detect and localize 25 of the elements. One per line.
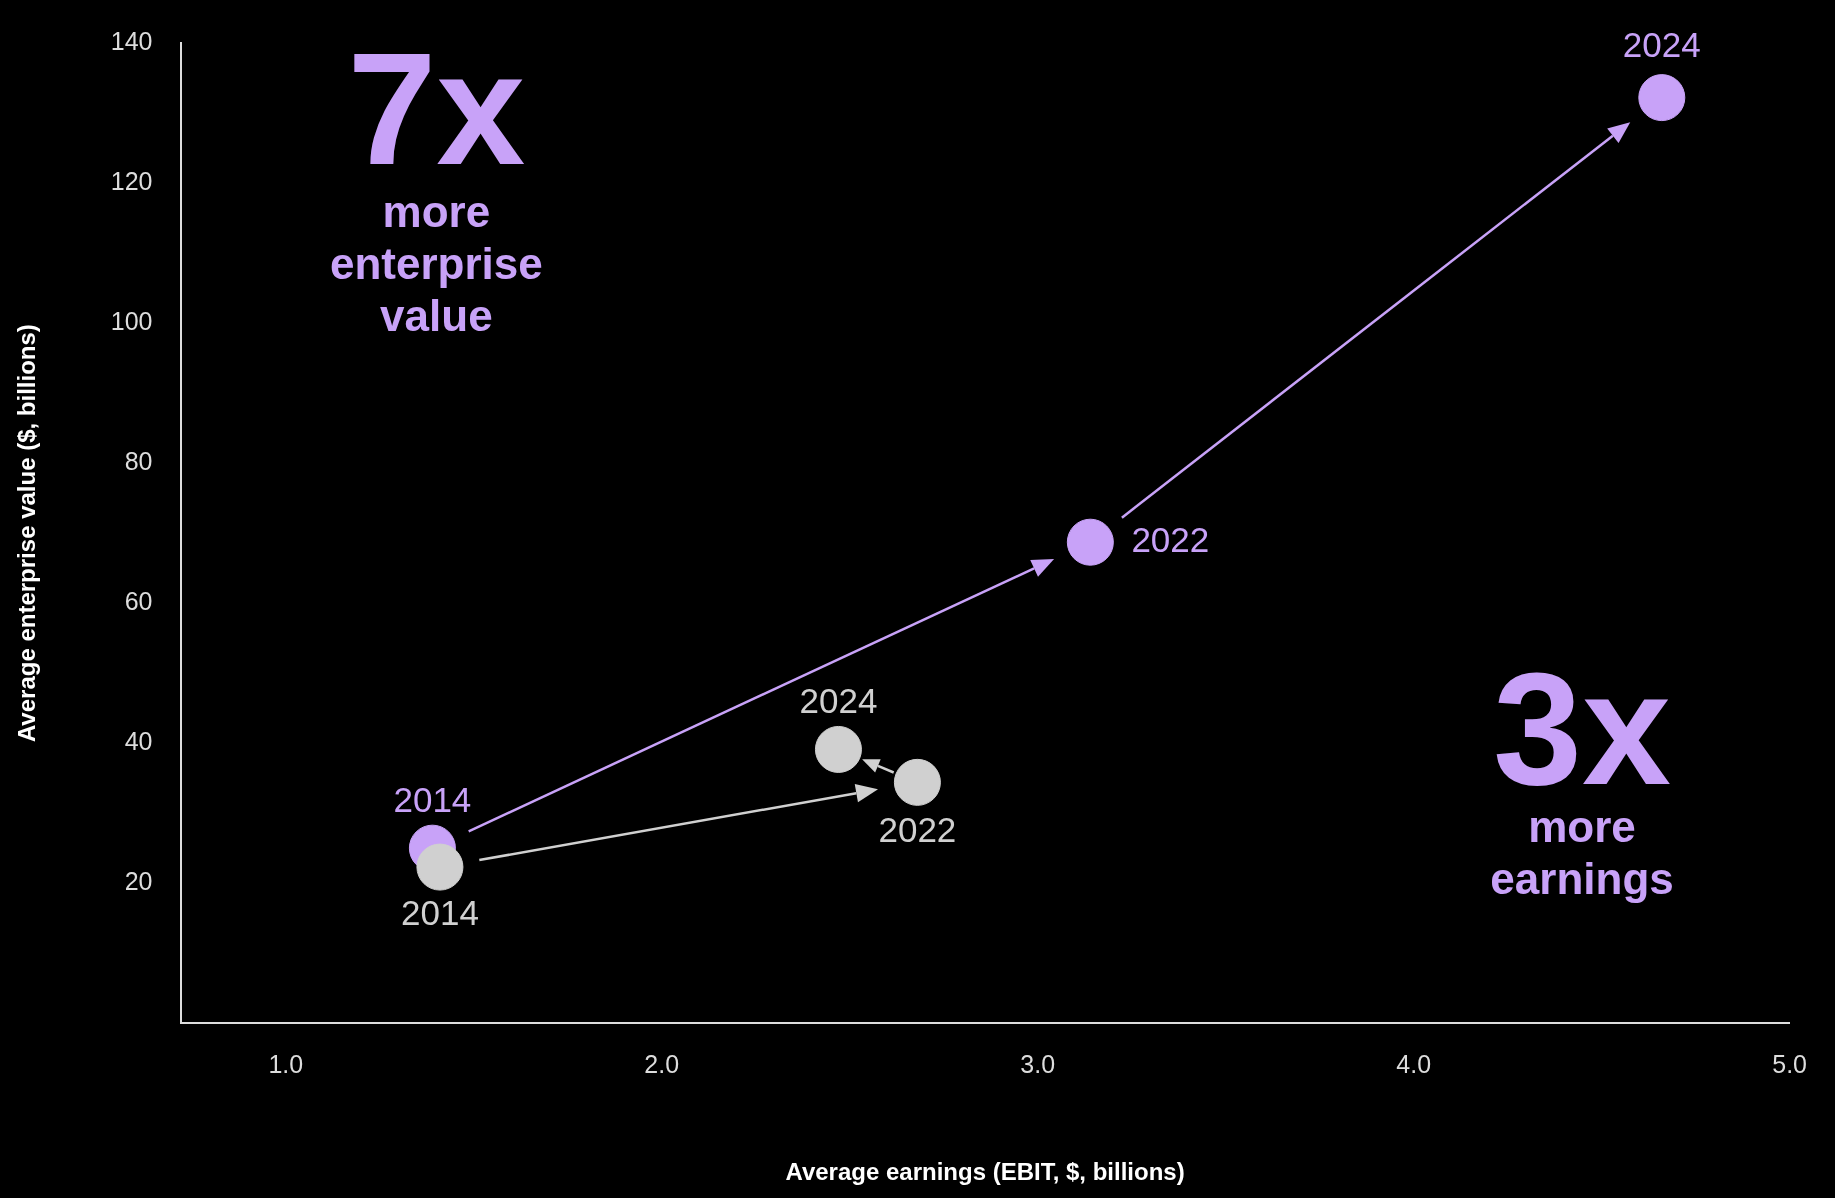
x-tick-label: 1.0 [268,1050,304,1079]
annotation: 2022 [1131,519,1210,559]
x-tick-label: 3.0 [1020,1050,1056,1079]
y-axis-title: Average enterprise value ($, billions) [13,324,41,743]
point [814,725,862,773]
annotation: 2014 [393,779,472,819]
y-tick-label: 40 [124,727,153,756]
y-tick-label: 60 [124,587,153,615]
y-tick-label: 80 [124,446,153,475]
point [1638,74,1686,122]
point [1066,518,1114,566]
point [416,843,464,891]
x-tick-label: 2.0 [644,1050,680,1079]
y-tick-label: 140 [110,26,153,55]
point [893,758,941,806]
annotation: 2024 [1622,25,1701,65]
annotation: 2014 [400,892,479,932]
x-tick-label: 4.0 [1396,1050,1432,1079]
y-tick-label: 20 [124,867,153,896]
annotation: 2024 [799,681,878,721]
y-tick-label: 100 [110,306,153,335]
x-tick-label: 5.0 [1772,1050,1808,1079]
y-tick-label: 120 [110,166,153,195]
annotation: 2022 [878,810,957,850]
x-axis-title: Average earnings (EBIT, $, billions) [785,1158,1185,1186]
